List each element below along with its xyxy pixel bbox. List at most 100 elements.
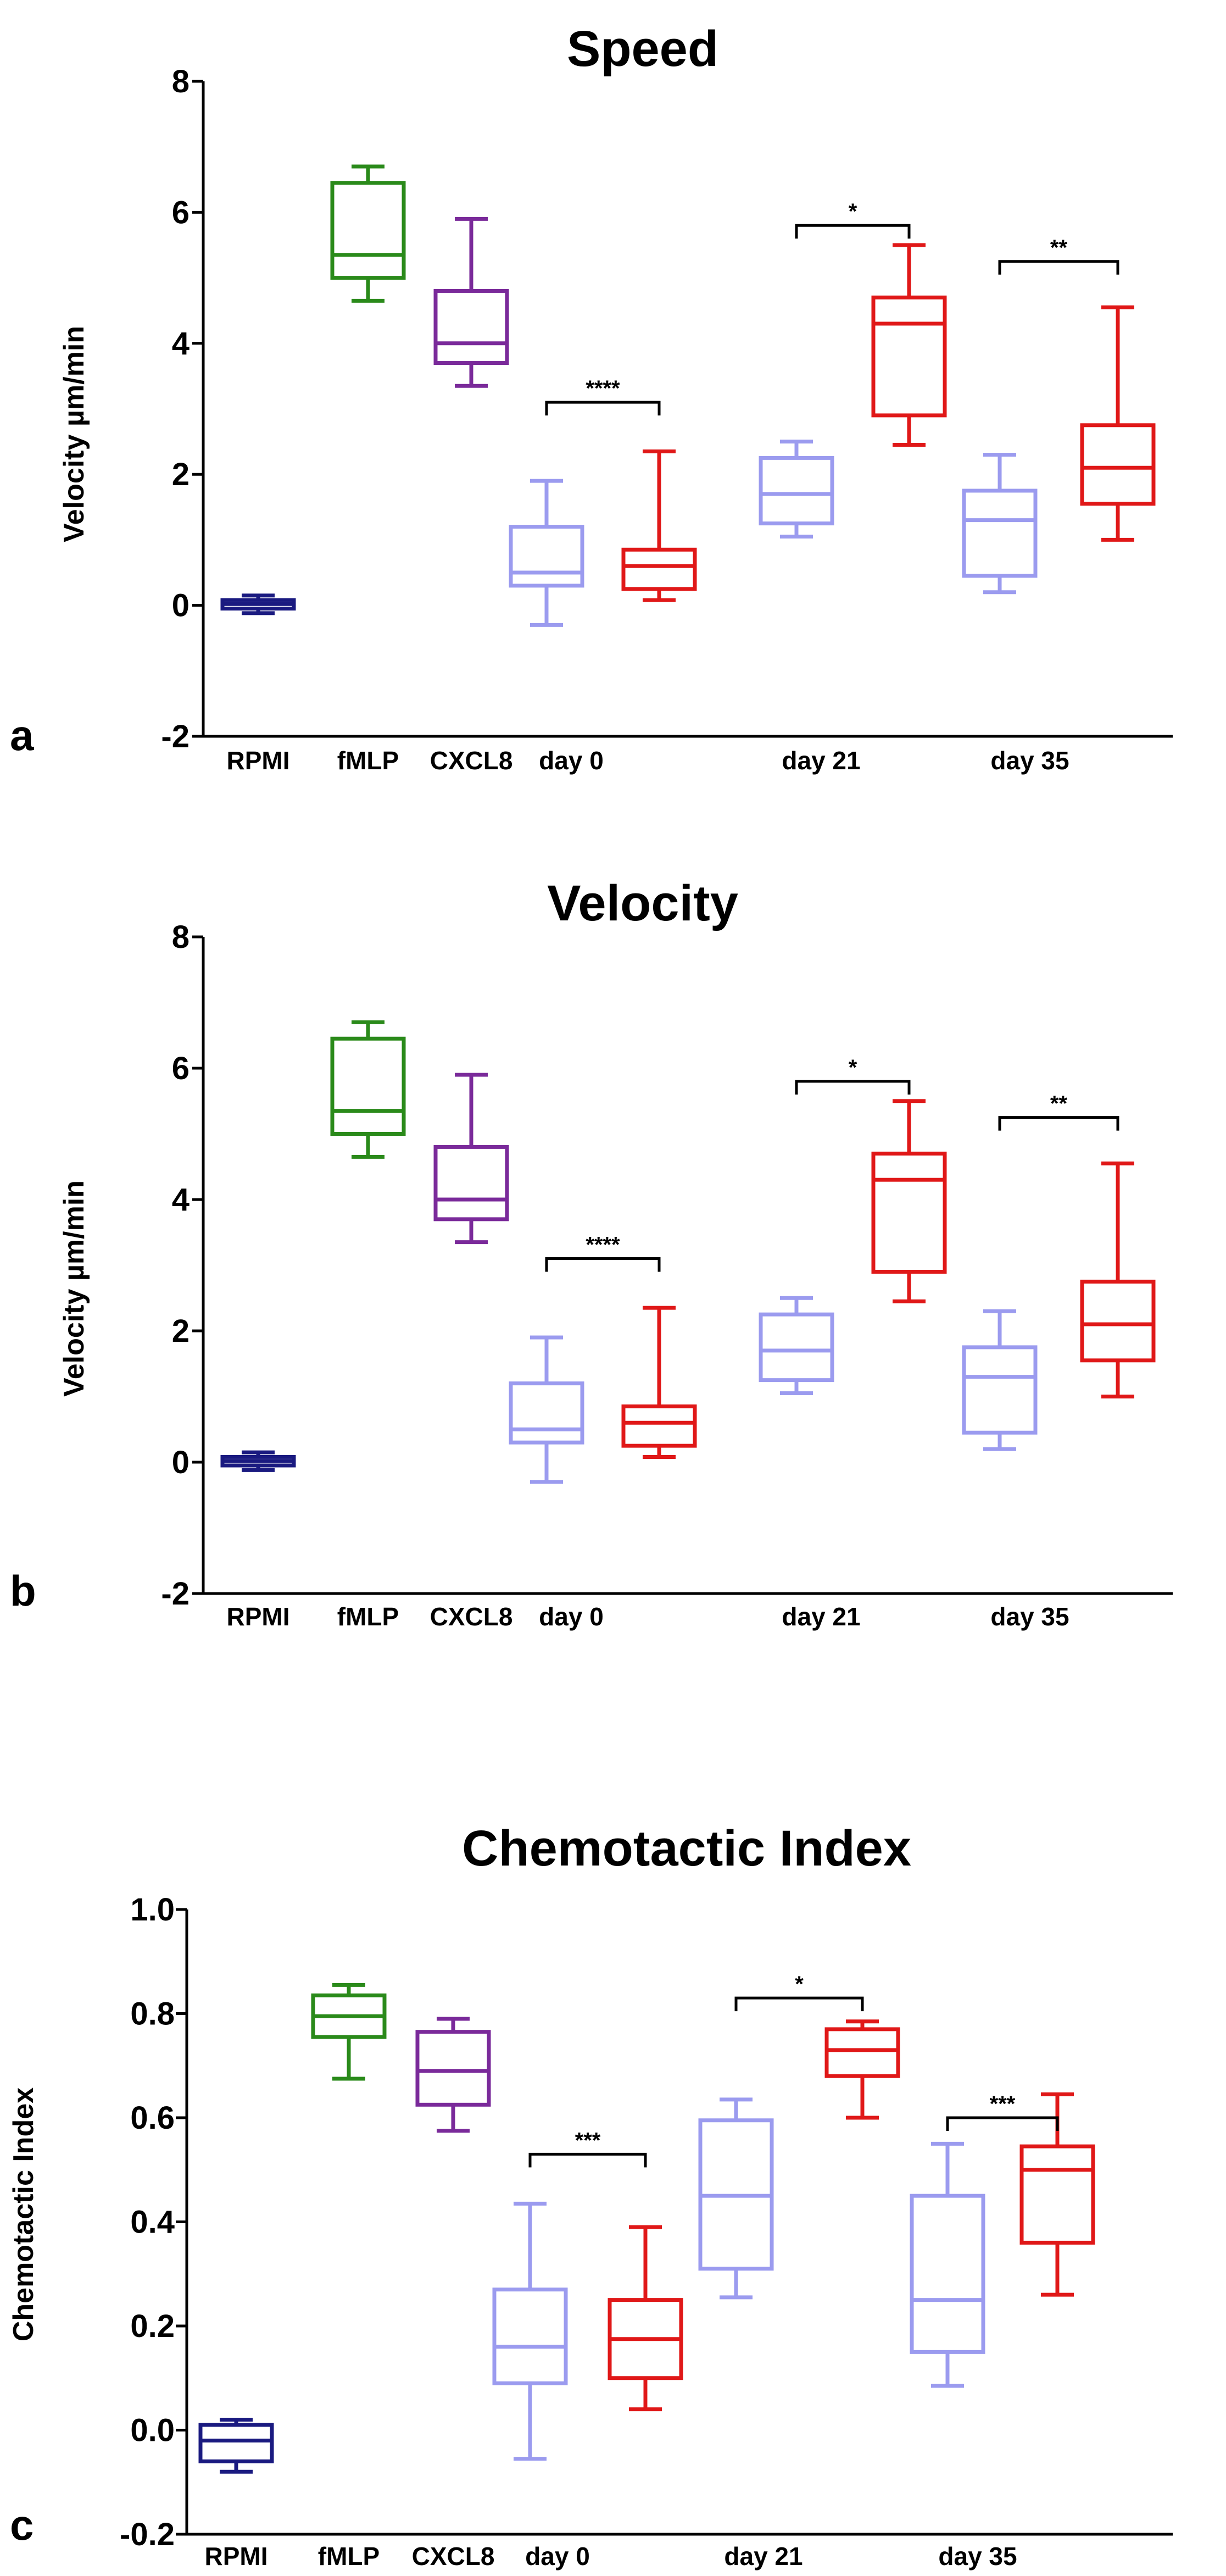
x-tick-label: day 21 <box>782 1602 860 1631</box>
box-plot-rpmi-rpmi <box>220 593 296 615</box>
bracket-line <box>734 1996 864 2012</box>
box-plot-day-35-light <box>910 2141 985 2388</box>
x-tick-label: RPMI <box>205 2542 268 2571</box>
box-plot-rpmi-rpmi <box>198 2418 274 2474</box>
box-iqr <box>198 2423 274 2463</box>
box-plot-fmlp-fmlp <box>311 1983 387 2081</box>
box-iqr <box>759 456 834 526</box>
x-tick-label: fMLP <box>318 2542 380 2571</box>
y-tick-label: 0.2 <box>130 2308 175 2344</box>
bracket-line <box>795 1080 911 1095</box>
x-tick-label: CXCL8 <box>412 2542 495 2571</box>
significance-label: **** <box>586 376 620 401</box>
chart-title: Chemotactic Index <box>462 1820 911 1877</box>
box-iqr <box>1080 1279 1156 1363</box>
plot-area: -0.2 0.0 0.2 0.4 0.6 0.8 1.0 RPMI fMLP CXCL8 day 0… <box>120 1892 1173 2571</box>
box-plot-day-21-red <box>871 243 947 447</box>
y-tick-label: -0.2 <box>120 2517 175 2552</box>
box-iqr <box>330 1036 406 1136</box>
bracket-line <box>545 1257 661 1272</box>
y-tick-label: 0.0 <box>130 2413 175 2449</box>
significance-label: *** <box>575 2128 601 2152</box>
y-tick-label: 2 <box>172 457 190 492</box>
box-iqr <box>962 488 1038 578</box>
y-tick-label: 0.8 <box>130 1996 175 2032</box>
x-tick-label: RPMI <box>227 746 290 775</box>
significance-bracket: **** <box>545 376 661 416</box>
box-iqr <box>759 1312 834 1383</box>
significance-label: * <box>795 1972 804 1996</box>
box-plot-day-0-red <box>621 1306 697 1459</box>
y-tick-label: 1.0 <box>130 1892 175 1928</box>
box-iqr <box>871 1151 947 1274</box>
box-plot-cxcl8-cxcl8 <box>433 1073 509 1245</box>
box-iqr <box>415 2030 491 2107</box>
x-tick-label: fMLP <box>337 1602 399 1631</box>
box-plot-day-0-red <box>608 2225 683 2412</box>
box-plot-rpmi-rpmi <box>220 1450 296 1472</box>
box-plot-day-21-light <box>698 2097 774 2300</box>
box-iqr <box>621 547 697 591</box>
box-iqr <box>910 2194 985 2354</box>
x-tick-label: day 0 <box>539 1602 604 1631</box>
y-tick-label: 0 <box>172 588 190 624</box>
box-iqr <box>871 295 947 418</box>
bracket-line <box>998 1116 1119 1131</box>
x-tick-label: CXCL8 <box>430 746 513 775</box>
box-plot-day-21-red <box>871 1099 947 1303</box>
significance-label: ** <box>1050 1092 1068 1116</box>
box-iqr <box>433 288 509 365</box>
box-plot-day-21-light <box>759 1296 834 1396</box>
bracket-line <box>545 401 661 416</box>
box-plot-day-35-red <box>1019 2092 1095 2297</box>
box-plot-day-21-light <box>759 440 834 538</box>
box-iqr <box>824 2027 900 2078</box>
y-axis-label: Chemotactic Index <box>8 2088 40 2341</box>
x-tick-label: day 21 <box>724 2542 803 2571</box>
box-plot-day-0-light <box>509 1335 584 1484</box>
box-iqr <box>962 1345 1038 1435</box>
bracket-line <box>946 2116 1059 2131</box>
chart-title: Velocity <box>547 875 738 931</box>
y-tick-label: 4 <box>172 326 190 362</box>
y-axis-label: Velocity µm/min <box>58 326 90 542</box>
y-tick-label: -2 <box>161 1576 190 1612</box>
x-tick-label: RPMI <box>227 1602 290 1631</box>
box-iqr <box>330 181 406 280</box>
significance-bracket: **** <box>545 1233 661 1272</box>
significance-bracket: ** <box>998 1092 1119 1131</box>
box-plot-day-21-red <box>824 2019 900 2120</box>
panel-letter: c <box>10 2501 34 2549</box>
panel-letter: a <box>10 711 34 759</box>
panel-letter: b <box>10 1567 36 1615</box>
significance-bracket: * <box>734 1972 864 2012</box>
chart-title: Speed <box>567 21 718 77</box>
chart-panel-a: Speed Velocity µm/min a -2 0 2 4 6 8 RPMI fMLP C… <box>10 21 1173 775</box>
significance-label: ** <box>1050 236 1068 260</box>
x-tick-label: day 0 <box>539 746 604 775</box>
y-tick-label: 2 <box>172 1313 190 1349</box>
box-plot-day-35-light <box>962 452 1038 595</box>
significance-label: **** <box>586 1233 620 1257</box>
bracket-line <box>998 260 1119 275</box>
chart-panel-b: Velocity Velocity µm/min b -2 0 2 4 6 8 RPMI fM… <box>10 875 1173 1631</box>
y-tick-label: 6 <box>172 1051 190 1086</box>
box-plot-day-0-red <box>621 449 697 602</box>
significance-bracket: *** <box>528 2128 647 2168</box>
x-tick-label: day 0 <box>525 2542 590 2571</box>
y-tick-label: 6 <box>172 195 190 230</box>
box-plot-cxcl8-cxcl8 <box>415 2017 491 2133</box>
significance-bracket: * <box>795 199 911 239</box>
y-tick-label: 8 <box>172 64 190 99</box>
y-tick-label: 4 <box>172 1182 190 1218</box>
box-iqr <box>433 1145 509 1222</box>
bracket-line <box>795 224 911 239</box>
x-tick-label: CXCL8 <box>430 1602 513 1631</box>
box-plot-day-35-light <box>962 1309 1038 1451</box>
y-tick-label: 0.6 <box>130 2100 175 2136</box>
box-plot-day-35-red <box>1080 1161 1156 1398</box>
y-tick-label: -2 <box>161 719 190 754</box>
